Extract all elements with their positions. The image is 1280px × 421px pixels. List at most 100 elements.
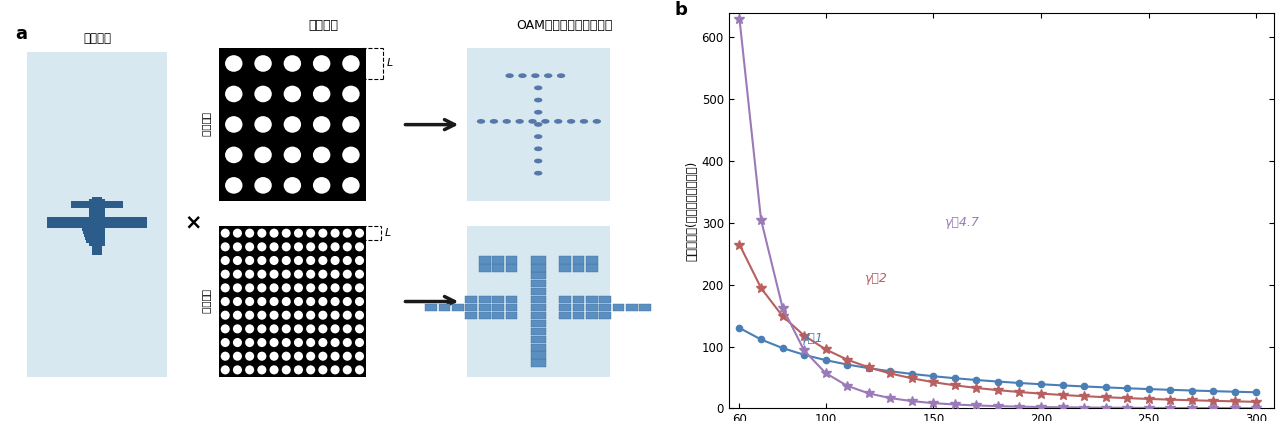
Ellipse shape	[257, 352, 266, 361]
Ellipse shape	[306, 324, 315, 333]
Ellipse shape	[233, 352, 242, 361]
Ellipse shape	[270, 311, 279, 320]
Ellipse shape	[355, 269, 364, 279]
Circle shape	[516, 119, 524, 124]
Bar	[531, 280, 545, 288]
Bar	[493, 304, 504, 311]
Ellipse shape	[319, 311, 328, 320]
Ellipse shape	[319, 269, 328, 279]
Bar	[506, 304, 517, 311]
Ellipse shape	[306, 365, 315, 374]
Bar	[572, 304, 584, 311]
Ellipse shape	[306, 311, 315, 320]
Circle shape	[477, 119, 485, 124]
Ellipse shape	[244, 229, 255, 238]
Ellipse shape	[343, 256, 352, 265]
Ellipse shape	[319, 297, 328, 306]
Text: 采样矩阵: 采样矩阵	[308, 19, 339, 32]
Ellipse shape	[282, 311, 291, 320]
Ellipse shape	[294, 229, 303, 238]
Ellipse shape	[244, 256, 255, 265]
Ellipse shape	[282, 256, 291, 265]
Ellipse shape	[284, 177, 301, 194]
Ellipse shape	[294, 269, 303, 279]
Ellipse shape	[330, 365, 339, 374]
Ellipse shape	[220, 283, 230, 293]
Circle shape	[593, 119, 602, 124]
Ellipse shape	[282, 269, 291, 279]
Text: ×: ×	[184, 212, 202, 232]
Bar	[506, 296, 517, 303]
Ellipse shape	[225, 177, 242, 194]
Ellipse shape	[343, 229, 352, 238]
Bar	[506, 312, 517, 319]
Bar	[559, 296, 571, 303]
Bar	[479, 312, 490, 319]
Circle shape	[567, 119, 575, 124]
Ellipse shape	[294, 338, 303, 347]
Ellipse shape	[220, 242, 230, 251]
Ellipse shape	[284, 55, 301, 72]
Ellipse shape	[343, 365, 352, 374]
Ellipse shape	[220, 229, 230, 238]
Bar	[586, 312, 598, 319]
Bar	[506, 256, 517, 264]
Ellipse shape	[270, 365, 279, 374]
Ellipse shape	[220, 365, 230, 374]
Text: γ＝1: γ＝1	[800, 332, 823, 345]
Bar	[82, 228, 96, 231]
Ellipse shape	[257, 324, 266, 333]
Ellipse shape	[343, 242, 352, 251]
Bar	[559, 312, 571, 319]
Bar	[83, 217, 93, 220]
Bar	[493, 296, 504, 303]
Ellipse shape	[284, 147, 301, 163]
Text: 密集采样: 密集采样	[201, 289, 211, 314]
Text: OAM全息技术的重建图像: OAM全息技术的重建图像	[516, 19, 613, 32]
Ellipse shape	[244, 297, 255, 306]
Ellipse shape	[319, 256, 328, 265]
Ellipse shape	[257, 256, 266, 265]
Ellipse shape	[306, 338, 315, 347]
Ellipse shape	[220, 324, 230, 333]
Ellipse shape	[306, 297, 315, 306]
Bar	[83, 231, 95, 234]
Ellipse shape	[319, 283, 328, 293]
Ellipse shape	[233, 338, 242, 347]
Ellipse shape	[342, 85, 360, 102]
Ellipse shape	[343, 283, 352, 293]
Ellipse shape	[306, 283, 315, 293]
Bar	[559, 304, 571, 311]
Ellipse shape	[355, 229, 364, 238]
Ellipse shape	[343, 338, 352, 347]
Ellipse shape	[233, 242, 242, 251]
Circle shape	[529, 119, 536, 124]
Bar	[493, 312, 504, 319]
Bar	[92, 197, 102, 209]
Bar	[479, 304, 490, 311]
Circle shape	[534, 110, 543, 115]
Ellipse shape	[257, 311, 266, 320]
Ellipse shape	[255, 55, 271, 72]
Ellipse shape	[220, 256, 230, 265]
Ellipse shape	[312, 85, 330, 102]
Ellipse shape	[282, 352, 291, 361]
Ellipse shape	[233, 324, 242, 333]
Ellipse shape	[257, 269, 266, 279]
Ellipse shape	[343, 297, 352, 306]
Ellipse shape	[319, 338, 328, 347]
Bar	[479, 264, 490, 272]
Text: a: a	[15, 24, 27, 43]
Ellipse shape	[220, 352, 230, 361]
Ellipse shape	[343, 352, 352, 361]
Ellipse shape	[282, 365, 291, 374]
Ellipse shape	[233, 256, 242, 265]
Bar	[83, 217, 95, 220]
Ellipse shape	[330, 242, 339, 251]
Ellipse shape	[244, 311, 255, 320]
Ellipse shape	[306, 229, 315, 238]
Ellipse shape	[270, 352, 279, 361]
Bar	[466, 312, 477, 319]
Ellipse shape	[244, 338, 255, 347]
Text: γ＝2: γ＝2	[864, 272, 887, 285]
